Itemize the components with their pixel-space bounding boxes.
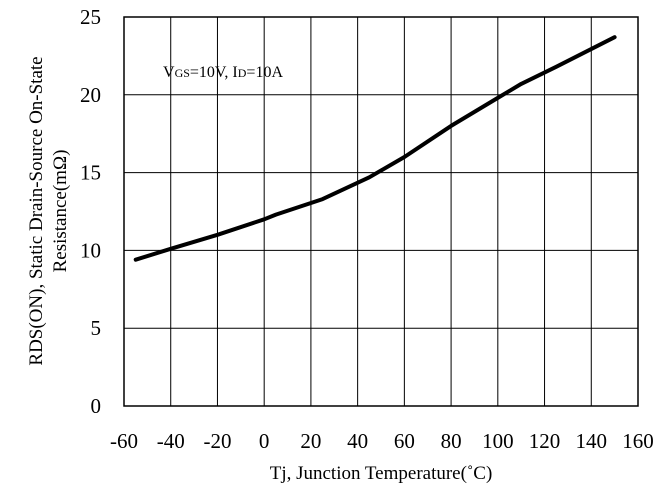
x-tick-label: -20 — [203, 429, 231, 453]
y-axis-label-line1: RDS(ON), Static Drain-Source On-State — [26, 56, 47, 365]
y-axis-label: RDS(ON), Static Drain-Source On-State Re… — [26, 56, 71, 365]
y-tick-label: 25 — [80, 5, 101, 29]
x-tick-label: 20 — [300, 429, 321, 453]
x-tick-label: 140 — [576, 429, 608, 453]
series-line — [133, 35, 617, 262]
x-tick-label: 160 — [622, 429, 654, 453]
y-axis-label-line2: Resistance(mΩ) — [50, 150, 71, 273]
x-tick-labels: -60 -40 -20 0 20 40 60 80 100 120 140 160 — [110, 429, 654, 453]
y-tick-label: 5 — [91, 316, 102, 340]
x-tick-label: 0 — [259, 429, 270, 453]
x-tick-label: -60 — [110, 429, 138, 453]
conditions-annotation: VGS=10V, ID=10A — [163, 64, 283, 81]
x-axis-label: Tj, Junction Temperature(˚C) — [270, 463, 493, 484]
x-tick-label: 60 — [394, 429, 415, 453]
plot-frame — [123, 16, 639, 407]
x-tick-label: 100 — [482, 429, 514, 453]
y-tick-label: 10 — [80, 238, 101, 262]
y-tick-label: 20 — [80, 83, 101, 107]
series — [133, 35, 617, 262]
x-tick-label: 80 — [441, 429, 462, 453]
x-tick-label: -40 — [157, 429, 185, 453]
y-tick-label: 15 — [80, 161, 101, 185]
y-tick-label: 0 — [91, 394, 102, 418]
x-tick-label: 120 — [529, 429, 561, 453]
y-tick-labels: 0 5 10 15 20 25 — [80, 5, 101, 418]
x-tick-label: 40 — [347, 429, 368, 453]
